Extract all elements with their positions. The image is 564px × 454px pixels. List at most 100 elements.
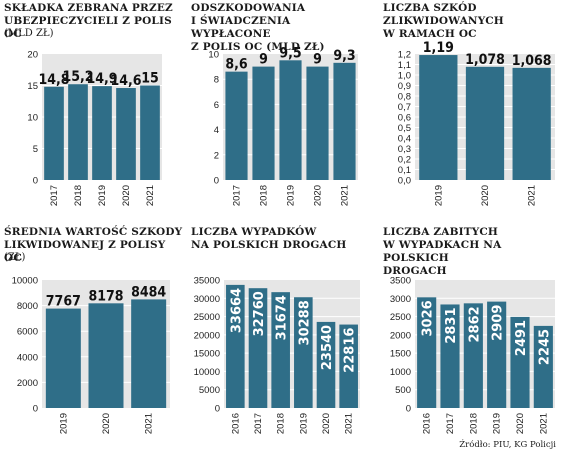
y-tick-label: 10000 bbox=[194, 367, 220, 378]
x-tick-label: 2020 bbox=[121, 185, 132, 206]
bar bbox=[533, 325, 553, 408]
x-tick-label: 2019 bbox=[492, 413, 503, 434]
data-label: 30288 bbox=[297, 300, 312, 345]
y-tick-label: 2000 bbox=[390, 330, 411, 341]
y-tick-label: 0 bbox=[215, 404, 220, 415]
x-tick-label: 2017 bbox=[232, 185, 243, 206]
y-tick-label: 0,9 bbox=[398, 81, 411, 92]
chart-panel: Średnia wartość szkody likwidowanej z pol… bbox=[4, 226, 184, 451]
chart-title-line: Odszkodowania bbox=[191, 2, 306, 14]
chart-title-line: Liczba szkód bbox=[383, 2, 477, 14]
y-tick-label: 0 bbox=[33, 404, 38, 415]
data-label: 14,6 bbox=[110, 73, 141, 89]
x-tick-label: 2020 bbox=[515, 413, 526, 434]
bar bbox=[271, 292, 290, 408]
data-label: 9 bbox=[313, 52, 322, 68]
y-tick-label: 0,6 bbox=[398, 113, 411, 124]
x-tick-label: 2018 bbox=[468, 413, 479, 434]
y-tick-label: 6000 bbox=[17, 327, 38, 338]
chart-panel: Liczba wypadków na polskich drogach 0 5000 1… bbox=[191, 226, 371, 451]
bar-chart: 0 500 1000 1500 2000 2500 3000 3500 2016 3026 2017… bbox=[390, 276, 555, 434]
y-tick-label: 2 bbox=[214, 150, 219, 161]
y-tick-label: 25000 bbox=[194, 312, 220, 323]
bar bbox=[510, 316, 530, 408]
chart-unit: (zł) bbox=[4, 252, 26, 263]
y-tick-label: 10 bbox=[208, 50, 219, 61]
y-tick-label: 500 bbox=[395, 385, 411, 396]
bar bbox=[512, 67, 551, 180]
y-tick-label: 8000 bbox=[17, 301, 38, 312]
y-tick-label: 20000 bbox=[194, 330, 220, 341]
chart-panel: Liczba szkód zlikwidowanych w ramach OC 0,0… bbox=[383, 2, 563, 227]
x-tick-label: 2021 bbox=[538, 413, 549, 434]
data-label: 33664 bbox=[229, 288, 244, 333]
bar-chart: 0 2000 4000 6000 8000 10000 2019 7767 2020 8178 20… bbox=[12, 276, 170, 434]
data-label: 2491 bbox=[514, 320, 529, 356]
bar-chart: 0 5000 10000 15000 20000 25000 30000 35000 2016 3… bbox=[194, 276, 360, 434]
x-tick-label: 2016 bbox=[230, 413, 241, 434]
data-label: 8,6 bbox=[225, 57, 248, 73]
chart-title-line: z polis OC (mld zł) bbox=[191, 41, 325, 53]
data-label: 14,8 bbox=[38, 72, 69, 88]
bar bbox=[279, 60, 302, 180]
x-tick-label: 2020 bbox=[321, 413, 332, 434]
data-label: 31674 bbox=[275, 295, 290, 340]
data-label: 2831 bbox=[444, 307, 459, 343]
x-tick-label: 2016 bbox=[422, 413, 433, 434]
data-label: 23540 bbox=[320, 325, 335, 370]
chart-title-line: Liczba wypadków bbox=[191, 226, 317, 238]
data-label: 1,068 bbox=[512, 53, 552, 69]
chart-title-line: zlikwidowanych bbox=[383, 15, 504, 27]
y-tick-label: 5000 bbox=[199, 385, 220, 396]
data-label: 2909 bbox=[491, 305, 506, 341]
data-label: 2862 bbox=[467, 306, 482, 342]
x-tick-label: 2019 bbox=[298, 413, 309, 434]
bar bbox=[226, 284, 245, 408]
y-tick-label: 35000 bbox=[194, 276, 220, 287]
bar bbox=[333, 62, 356, 180]
chart-title: Odszkodowania i świadczenia wypłacone z po… bbox=[191, 2, 371, 54]
y-tick-label: 0,5 bbox=[398, 123, 411, 134]
data-label: 3026 bbox=[421, 300, 436, 336]
bar bbox=[440, 304, 460, 408]
data-label: 1,19 bbox=[423, 40, 454, 56]
x-tick-label: 2021 bbox=[344, 413, 355, 434]
x-tick-label: 2019 bbox=[58, 413, 69, 434]
x-tick-label: 2021 bbox=[145, 185, 156, 206]
bar-chart: 0 5 10 15 20 2017 14,8 2018 15,2 2019 14,9 2020 14,6… bbox=[27, 50, 162, 206]
bar bbox=[116, 88, 136, 180]
data-label: 22816 bbox=[343, 328, 358, 373]
x-tick-label: 2021 bbox=[340, 185, 351, 206]
chart-title-line: w wypadkach na polskich bbox=[383, 239, 502, 264]
y-tick-label: 1000 bbox=[390, 367, 411, 378]
bar bbox=[487, 301, 507, 408]
bar bbox=[417, 297, 437, 408]
y-tick-label: 0,2 bbox=[398, 155, 411, 166]
bar bbox=[465, 66, 505, 180]
data-label: 8484 bbox=[131, 284, 166, 300]
chart-title-line: w ramach OC bbox=[383, 28, 477, 40]
chart-title: Średnia wartość szkody likwidowanej z pol… bbox=[4, 226, 184, 265]
chart-title: Liczba zabitych w wypadkach na polskich dr… bbox=[383, 226, 563, 278]
chart-title-line: ubezpieczycieli z polis OC bbox=[4, 15, 172, 40]
data-label: 15 bbox=[141, 71, 159, 87]
chart-title-line: Składka zebrana przez bbox=[4, 2, 173, 14]
y-tick-label: 1500 bbox=[390, 349, 411, 360]
x-tick-label: 2018 bbox=[259, 185, 270, 206]
x-tick-label: 2019 bbox=[97, 185, 108, 206]
data-label: 14,9 bbox=[86, 71, 117, 87]
data-label: 9,3 bbox=[333, 48, 355, 64]
data-label: 32760 bbox=[252, 291, 267, 336]
chart-title-line: Liczba zabitych bbox=[383, 226, 498, 238]
chart-panel: Składka zebrana przez ubezpieczycieli z p… bbox=[4, 2, 184, 227]
chart-title: Liczba wypadków na polskich drogach bbox=[191, 226, 347, 252]
y-tick-label: 30000 bbox=[194, 294, 220, 305]
chart-title-line: likwidowanej z polisy OC bbox=[4, 239, 166, 264]
plot-area bbox=[224, 280, 360, 408]
x-tick-label: 2021 bbox=[527, 185, 538, 206]
bar bbox=[92, 86, 112, 180]
bar bbox=[463, 303, 483, 408]
y-tick-label: 4000 bbox=[17, 352, 38, 363]
chart-title: Składka zebrana przez ubezpieczycieli z p… bbox=[4, 2, 184, 41]
y-tick-label: 0,0 bbox=[398, 176, 411, 187]
